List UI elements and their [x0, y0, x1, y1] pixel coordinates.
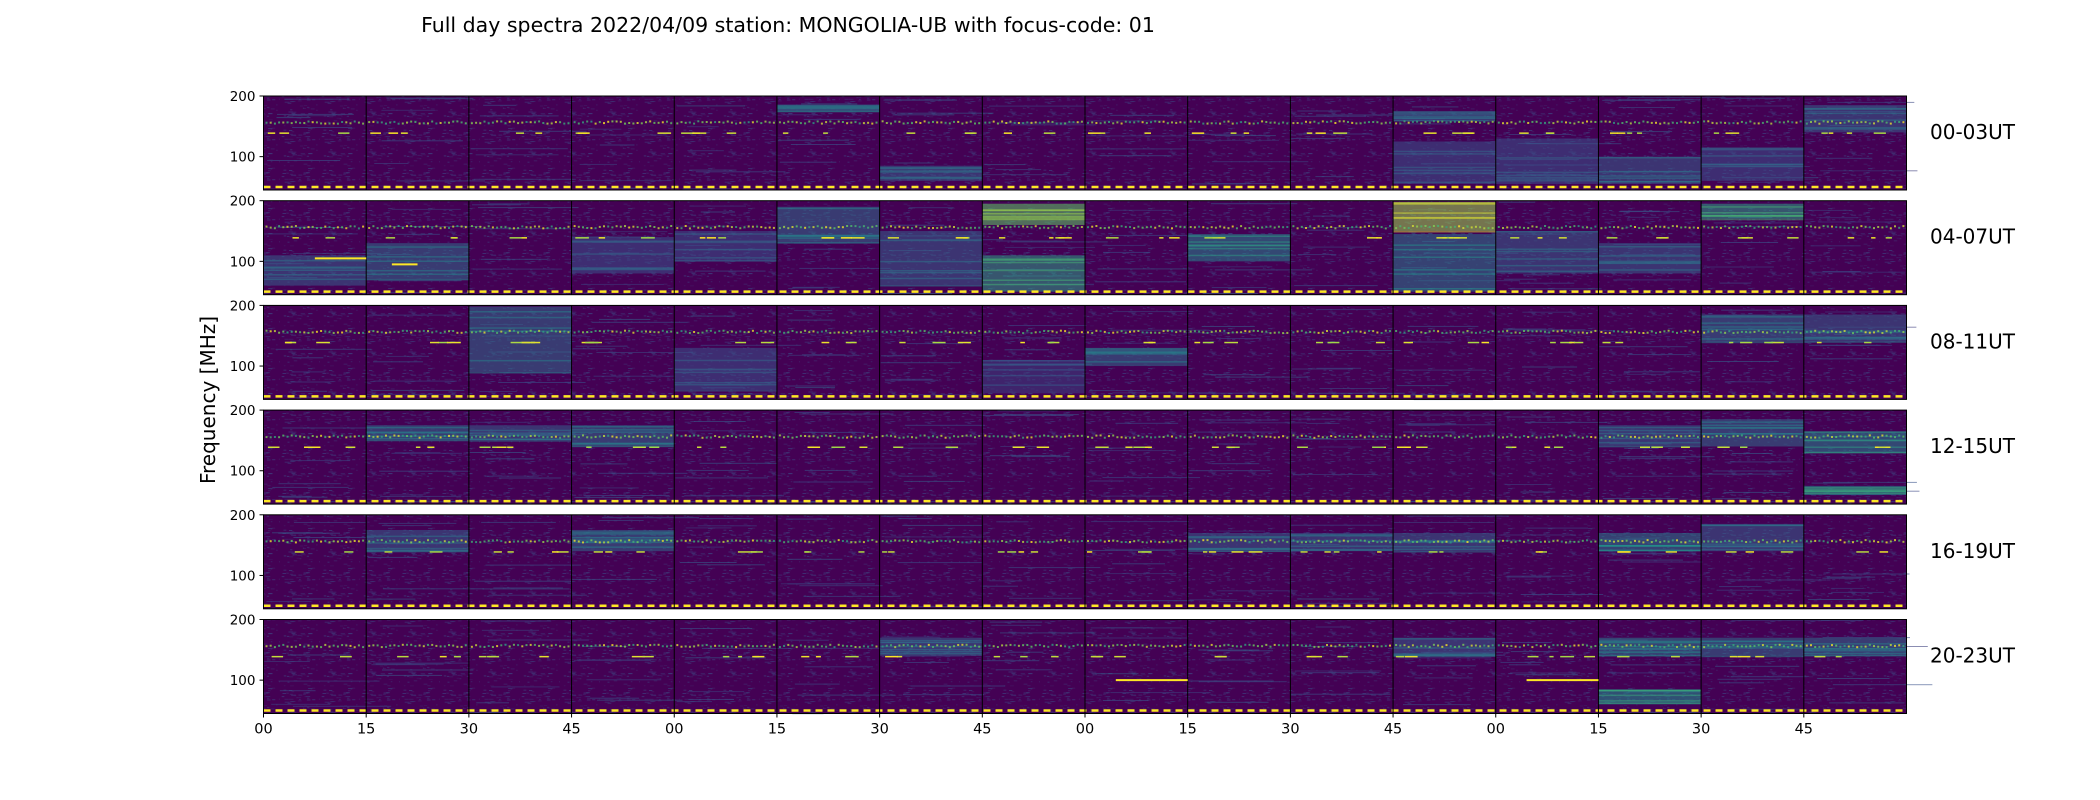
y-axis-label: Frequency [MHz] [196, 316, 220, 484]
x-axis: 00 15 30 45 00 15 30 45 00 15 30 45 00 15 30 45 [254, 713, 1813, 738]
row-frame [263, 409, 1907, 505]
y-tick-label: 100 [230, 254, 256, 270]
y-tick-label: 200 [230, 89, 256, 105]
burst-region [1803, 431, 1907, 453]
x-tick-label: 30 [460, 722, 478, 738]
x-tick-label: 00 [1487, 722, 1505, 738]
y-tick-label: 100 [230, 150, 256, 166]
row-time-label: 16-19UT [1930, 539, 2016, 563]
row-frame [263, 514, 1907, 610]
spectra-row-20-23UT: 200 100 20-23UT [230, 613, 2016, 715]
x-tick-label: 15 [768, 722, 786, 738]
x-tick-label: 30 [870, 722, 888, 738]
burst-region [366, 529, 469, 552]
burst-region [1598, 689, 1702, 705]
burst-region [1393, 141, 1496, 184]
y-tick-label: 200 [230, 613, 256, 629]
row-frame [263, 95, 1907, 191]
spectra-row-08-11UT: 200 100 08-11UT [230, 298, 2016, 401]
burst-region [1598, 156, 1702, 184]
x-tick-label: 45 [562, 722, 580, 738]
burst-region [674, 231, 777, 262]
x-tick-label: 30 [1692, 722, 1710, 738]
spectra-row-00-03UT: 200 100 00-03UT [230, 89, 2016, 191]
row-time-label: 20-23UT [1930, 644, 2016, 668]
x-tick-label: 45 [1795, 722, 1813, 738]
y-tick-label: 100 [230, 568, 256, 584]
x-tick-label: 45 [973, 722, 991, 738]
y-tick-label: 200 [230, 298, 256, 314]
row-frame [263, 304, 1907, 400]
spectra-row-16-19UT: 200 100 16-19UT [230, 508, 2016, 610]
row-time-label: 08-11UT [1930, 329, 2016, 353]
spectra-rows: 20010000-03UT20010004-07UT20010008-11UT2… [230, 89, 2016, 715]
x-tick-label: 00 [254, 722, 272, 738]
chart-title: Full day spectra 2022/04/09 station: MON… [421, 13, 1155, 37]
burst-region [1393, 201, 1496, 232]
burst-region [1701, 419, 1804, 447]
spectra-row-04-07UT: 200 100 04-07UT [230, 194, 2016, 296]
x-tick-label: 15 [357, 722, 375, 738]
burst-region [468, 306, 572, 373]
row-time-label: 04-07UT [1930, 225, 2016, 249]
x-tick-label: 00 [1076, 722, 1094, 738]
burst-region [1701, 314, 1804, 342]
burst-region [1393, 234, 1496, 292]
y-tick-label: 200 [230, 403, 256, 419]
x-tick-label: 00 [665, 722, 683, 738]
x-tick-label: 45 [1384, 722, 1402, 738]
row-time-label: 12-15UT [1930, 434, 2016, 458]
y-tick-label: 200 [230, 508, 256, 524]
x-tick-label: 30 [1281, 722, 1299, 738]
row-time-label: 00-03UT [1930, 120, 2016, 144]
burst-region [1187, 234, 1291, 262]
burst-region [1598, 243, 1702, 274]
burst-region [879, 231, 983, 286]
row-frame [263, 200, 1907, 296]
x-tick-label: 15 [1178, 722, 1196, 738]
burst-region [1393, 637, 1496, 656]
burst-region [1495, 138, 1599, 184]
y-tick-label: 200 [230, 194, 256, 210]
y-tick-label: 100 [230, 673, 256, 689]
x-tick-label: 15 [1589, 722, 1607, 738]
y-tick-label: 100 [230, 464, 256, 480]
y-tick-label: 100 [230, 359, 256, 375]
burst-region [982, 255, 1085, 292]
spectra-row-12-15UT: 200 100 12-15UT [230, 403, 2016, 505]
